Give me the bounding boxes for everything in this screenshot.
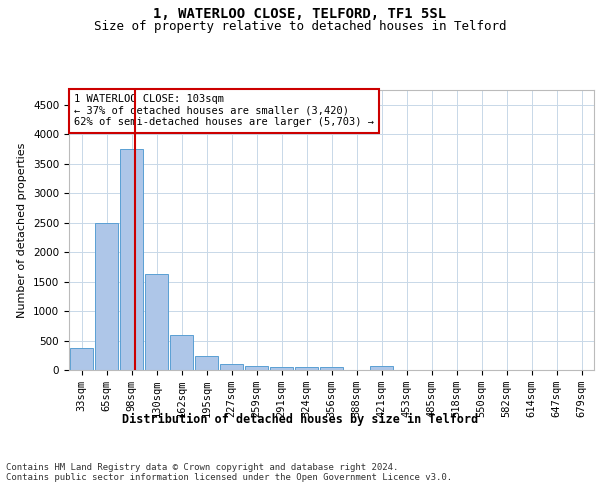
Text: 1 WATERLOO CLOSE: 103sqm
← 37% of detached houses are smaller (3,420)
62% of sem: 1 WATERLOO CLOSE: 103sqm ← 37% of detach… (74, 94, 374, 128)
Bar (220, 364, 243, 370)
Bar (320, 367, 343, 370)
Text: Distribution of detached houses by size in Telford: Distribution of detached houses by size … (122, 412, 478, 426)
Bar (245, 366, 268, 370)
Bar (95, 222, 118, 370)
Bar (270, 367, 293, 370)
Bar (145, 274, 168, 370)
Bar (370, 366, 393, 370)
Text: Size of property relative to detached houses in Telford: Size of property relative to detached ho… (94, 20, 506, 33)
Text: 1, WATERLOO CLOSE, TELFORD, TF1 5SL: 1, WATERLOO CLOSE, TELFORD, TF1 5SL (154, 8, 446, 22)
Bar (120, 149, 143, 370)
Bar (70, 348, 93, 370)
Bar (170, 334, 193, 370)
Bar (295, 367, 318, 370)
Text: Contains HM Land Registry data © Crown copyright and database right 2024.
Contai: Contains HM Land Registry data © Crown c… (6, 462, 452, 482)
Y-axis label: Number of detached properties: Number of detached properties (17, 142, 28, 318)
Bar (195, 356, 218, 370)
